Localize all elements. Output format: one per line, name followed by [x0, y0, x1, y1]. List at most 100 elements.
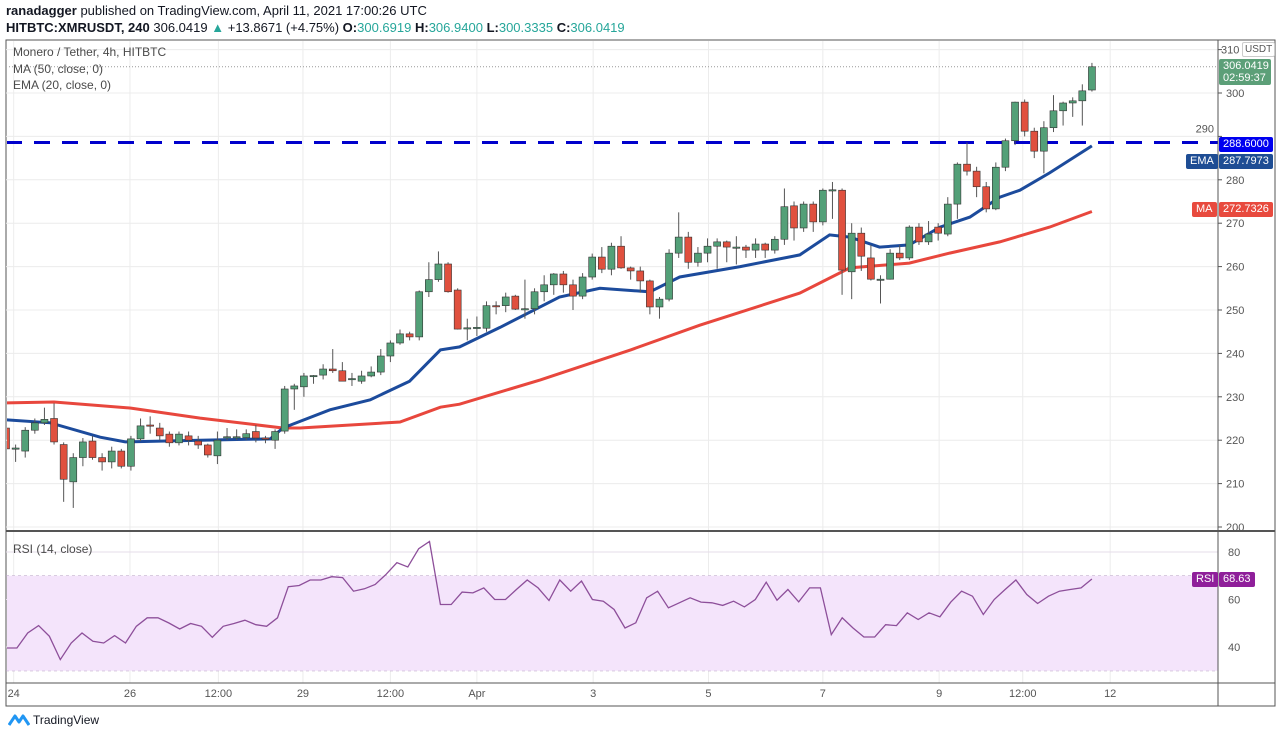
candle[interactable] — [175, 431, 183, 446]
candle[interactable] — [549, 273, 558, 295]
candle[interactable] — [453, 288, 462, 330]
candle[interactable] — [415, 290, 424, 341]
candle[interactable] — [963, 142, 971, 176]
candle[interactable] — [117, 448, 126, 469]
candle[interactable] — [732, 236, 741, 265]
candle[interactable] — [492, 301, 500, 315]
candle[interactable] — [40, 407, 49, 426]
candle[interactable] — [194, 435, 202, 449]
main-pane[interactable] — [3, 62, 1219, 508]
candle[interactable] — [761, 242, 769, 258]
candle[interactable] — [1001, 138, 1010, 172]
candle[interactable] — [876, 275, 885, 304]
candle[interactable] — [146, 416, 154, 434]
candle[interactable] — [655, 296, 664, 319]
candle[interactable] — [31, 418, 39, 434]
candle[interactable] — [886, 249, 894, 280]
rsi-line[interactable] — [6, 540, 1093, 661]
candle[interactable] — [348, 372, 356, 386]
candle[interactable] — [1068, 97, 1077, 117]
candle[interactable] — [1078, 84, 1087, 126]
candle[interactable] — [165, 431, 174, 447]
candle[interactable] — [636, 266, 645, 293]
candle[interactable] — [953, 162, 962, 219]
candle[interactable] — [790, 201, 798, 241]
candle[interactable] — [751, 238, 760, 258]
candle[interactable] — [694, 247, 702, 267]
candle[interactable] — [434, 251, 443, 282]
candle[interactable] — [473, 316, 481, 337]
candle[interactable] — [50, 403, 58, 445]
candle[interactable] — [252, 425, 260, 443]
candle[interactable] — [136, 418, 145, 442]
candle[interactable] — [646, 279, 654, 315]
candle[interactable] — [857, 227, 866, 271]
candle[interactable] — [319, 364, 327, 380]
candle[interactable] — [232, 429, 241, 441]
candle[interactable] — [482, 301, 491, 332]
candle[interactable] — [934, 223, 942, 241]
candle[interactable] — [674, 212, 683, 258]
candle[interactable] — [684, 231, 693, 269]
candle[interactable] — [338, 362, 347, 382]
candle[interactable] — [828, 181, 837, 219]
candle[interactable] — [3, 425, 10, 453]
candle[interactable] — [184, 431, 193, 446]
candle[interactable] — [607, 242, 616, 276]
candle[interactable] — [521, 279, 529, 319]
candle[interactable] — [578, 273, 587, 300]
currency-badge[interactable]: USDT — [1242, 42, 1276, 57]
candle[interactable] — [742, 244, 750, 258]
candle[interactable] — [290, 383, 299, 410]
candle[interactable] — [780, 188, 789, 245]
legend-ema[interactable]: EMA (20, close, 0) — [13, 78, 112, 92]
candle[interactable] — [376, 349, 385, 376]
candle[interactable] — [982, 181, 991, 213]
candle[interactable] — [626, 266, 635, 280]
candle[interactable] — [444, 262, 452, 293]
candle[interactable] — [1020, 99, 1029, 137]
candle[interactable] — [847, 223, 856, 300]
candle[interactable] — [69, 453, 78, 508]
candle[interactable] — [540, 275, 548, 302]
candle[interactable] — [280, 385, 289, 434]
candle[interactable] — [665, 249, 673, 302]
candle[interactable] — [328, 349, 337, 373]
candle[interactable] — [972, 166, 981, 198]
candle[interactable] — [155, 422, 164, 441]
candle[interactable] — [463, 318, 472, 341]
candle[interactable] — [223, 428, 231, 441]
candle[interactable] — [838, 188, 846, 295]
candle[interactable] — [107, 446, 116, 469]
candle[interactable] — [1049, 95, 1058, 133]
candle[interactable] — [405, 331, 414, 341]
candle[interactable] — [1040, 121, 1048, 174]
candle[interactable] — [895, 244, 904, 261]
candle[interactable] — [915, 223, 923, 245]
candle[interactable] — [357, 370, 366, 384]
candle[interactable] — [396, 329, 404, 345]
candle[interactable] — [204, 443, 212, 458]
candle[interactable] — [943, 197, 952, 237]
candle[interactable] — [559, 270, 568, 293]
candle[interactable] — [11, 444, 20, 462]
candle[interactable] — [309, 375, 318, 384]
candle[interactable] — [261, 435, 270, 444]
candle[interactable] — [21, 427, 30, 458]
candle[interactable] — [598, 247, 606, 274]
candle[interactable] — [511, 294, 520, 310]
candle[interactable] — [242, 429, 251, 441]
candle[interactable] — [867, 244, 875, 281]
candle[interactable] — [905, 225, 914, 261]
candle[interactable] — [924, 221, 933, 245]
legend-rsi[interactable]: RSI (14, close) — [13, 542, 93, 556]
candle[interactable] — [386, 340, 395, 363]
candle[interactable] — [799, 201, 808, 232]
candle[interactable] — [88, 435, 97, 460]
candle[interactable] — [127, 435, 135, 471]
candle[interactable] — [530, 288, 539, 315]
candle[interactable] — [1088, 62, 1096, 92]
candle[interactable] — [1011, 101, 1019, 146]
candle[interactable] — [425, 262, 433, 297]
